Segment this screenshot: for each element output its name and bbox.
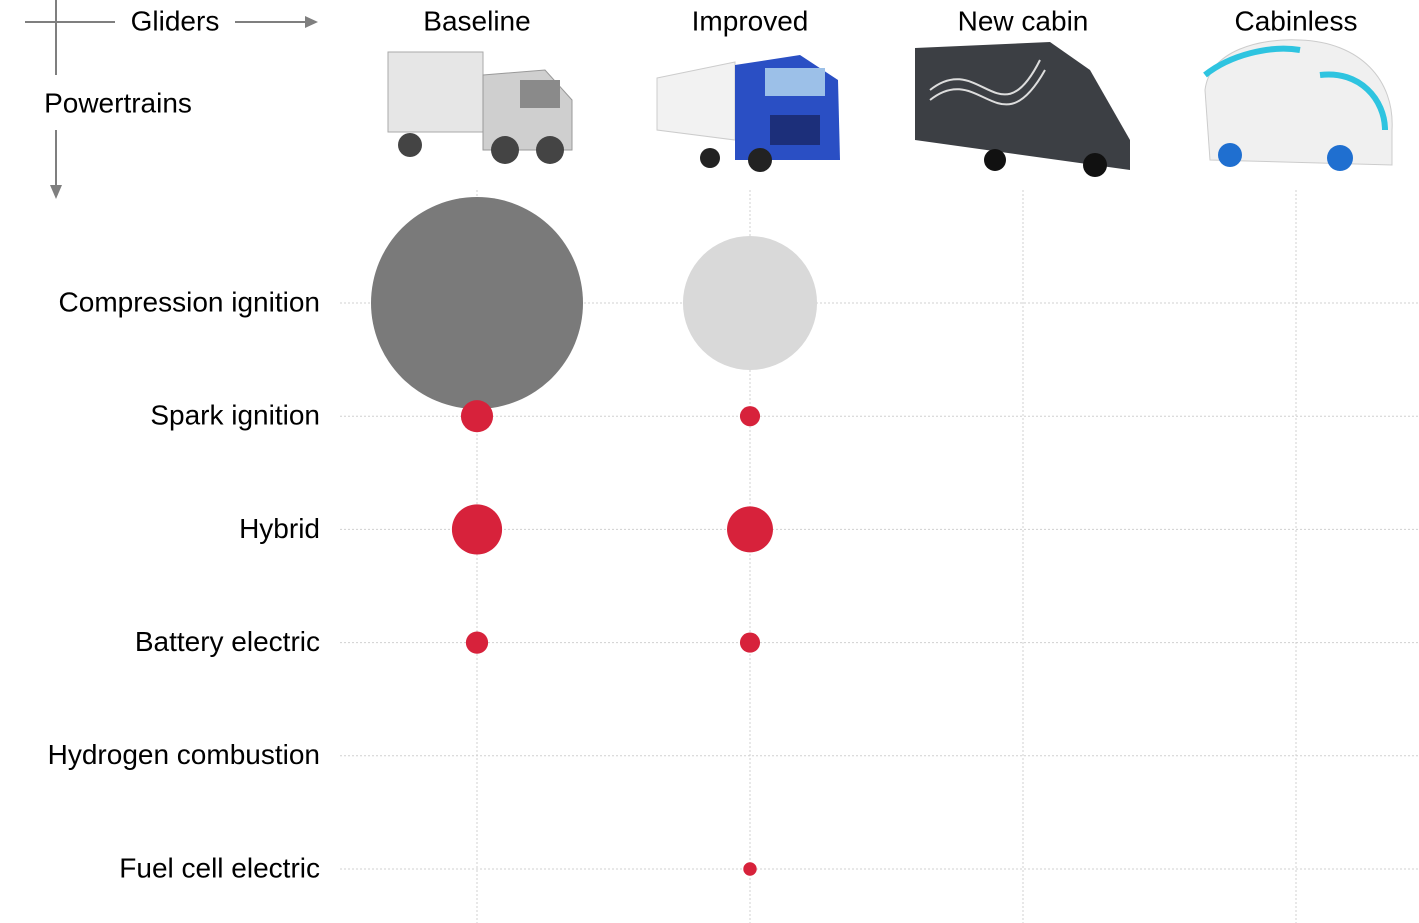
bubble	[465, 631, 489, 654]
row-label: Battery electric	[135, 626, 320, 657]
bubble	[451, 504, 503, 555]
bubble	[739, 632, 761, 653]
row-label: Compression ignition	[59, 286, 320, 317]
truck-baseline	[387, 51, 573, 164]
y-axis-label: Powertrains	[44, 87, 192, 118]
truck-new-cabin	[915, 42, 1130, 177]
truck-cabinless	[1203, 39, 1393, 171]
bubble	[739, 406, 761, 427]
row-label: Hydrogen combustion	[48, 739, 320, 770]
x-axis-label: Gliders	[131, 5, 220, 36]
arrow-head	[305, 16, 318, 28]
bubble	[371, 197, 583, 409]
bubble	[727, 506, 773, 553]
axis-guide	[25, 0, 318, 199]
row-label: Hybrid	[239, 513, 320, 544]
bubble	[460, 400, 494, 433]
row-label: Spark ignition	[150, 400, 320, 431]
truck-improved	[656, 55, 840, 172]
row-label: Fuel cell electric	[119, 852, 320, 883]
arrow-head	[50, 185, 62, 199]
column-label: Baseline	[423, 5, 530, 36]
column-label: Improved	[692, 5, 809, 36]
column-label: Cabinless	[1235, 5, 1358, 36]
column-label: New cabin	[958, 5, 1089, 36]
bubble	[743, 862, 757, 876]
bubble	[682, 235, 818, 371]
